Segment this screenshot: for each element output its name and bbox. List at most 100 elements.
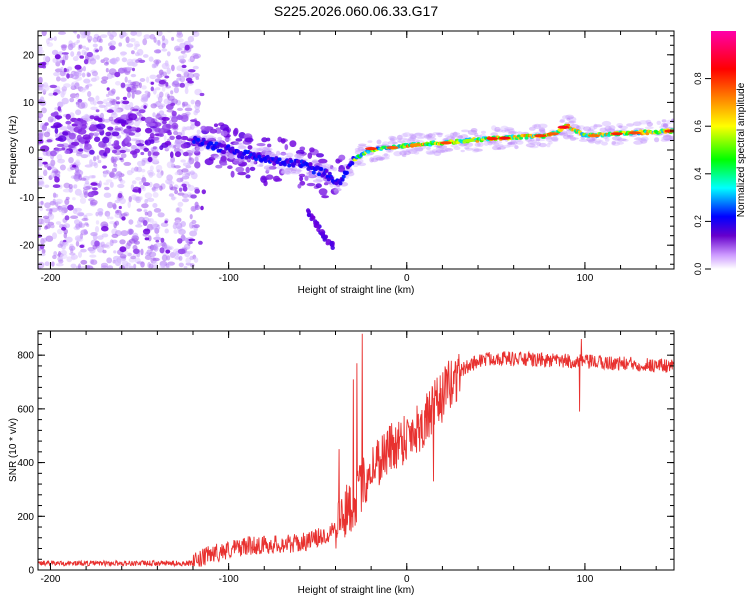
- spectral-blob: [79, 193, 85, 198]
- spectral-blob: [171, 36, 175, 41]
- spectral-blob: [147, 210, 153, 217]
- spectral-blob: [262, 146, 270, 152]
- spectral-blob: [136, 208, 142, 212]
- spectral-blob: [249, 160, 257, 165]
- spectral-blob: [444, 147, 454, 152]
- spectral-blob: [182, 151, 189, 157]
- spectral-blob: [104, 147, 111, 154]
- spectral-blob: [130, 73, 137, 78]
- spectral-blob: [140, 116, 146, 122]
- spectral-blob: [498, 136, 511, 140]
- spectral-blob: [142, 220, 148, 226]
- spectral-blob: [514, 145, 519, 149]
- spectral-blob: [187, 36, 195, 43]
- spectral-blob: [120, 213, 128, 217]
- spectral-blob: [170, 186, 178, 191]
- spectral-blob: [230, 170, 235, 178]
- y-tick-label: -20: [20, 241, 35, 252]
- spectral-blob: [125, 36, 130, 44]
- spectral-blob: [177, 225, 183, 232]
- spectral-blob: [329, 183, 334, 188]
- figure-title: S225.2026.060.06.33.G17: [274, 3, 438, 19]
- spectral-blob: [253, 160, 258, 165]
- spectral-blob: [578, 138, 589, 142]
- spectral-blob: [175, 207, 183, 214]
- spectral-blob: [558, 132, 569, 137]
- spectral-blob: [65, 196, 70, 201]
- spectral-blob: [67, 126, 76, 131]
- spectral-blob: [611, 140, 617, 145]
- snr-panel: -200 -100 0 100 0 200 400 600 800 Height of stra…: [8, 330, 675, 596]
- spectral-blob: [183, 126, 187, 130]
- spectral-blob: [160, 262, 166, 269]
- spectral-blob: [176, 38, 184, 43]
- spectral-blob: [151, 63, 157, 69]
- spectral-blob: [286, 166, 291, 172]
- spectral-blob: [49, 150, 57, 157]
- spectral-blob: [190, 172, 198, 180]
- spectral-blob: [471, 147, 480, 153]
- spectral-blob: [126, 262, 131, 267]
- spectral-blob: [111, 233, 119, 238]
- spectral-blob: [83, 59, 89, 65]
- spectral-blob: [142, 38, 148, 46]
- spectral-blob: [285, 170, 291, 175]
- spectral-blob: [114, 220, 120, 226]
- spectral-blob: [40, 252, 46, 257]
- spectral-blob: [175, 219, 181, 223]
- spectral-blob: [534, 134, 547, 138]
- spectral-blob: [587, 129, 595, 134]
- spectral-blob: [601, 120, 612, 127]
- spectral-blob: [86, 51, 94, 58]
- snr-frame: [37, 330, 675, 571]
- spectral-blob: [463, 142, 474, 148]
- spectral-blob: [187, 80, 194, 84]
- spectral-blob: [60, 67, 64, 71]
- spectral-blob: [155, 233, 160, 240]
- spectral-blob: [75, 240, 80, 247]
- spectral-blob: [217, 136, 223, 141]
- spectral-blob: [56, 143, 65, 148]
- spectral-blob: [134, 52, 140, 57]
- spectral-blob: [232, 129, 238, 137]
- spectral-blob: [120, 153, 127, 159]
- spectral-blob: [264, 147, 273, 152]
- spectral-blob: [393, 151, 402, 157]
- spectral-blob: [136, 111, 142, 116]
- spectral-blob: [632, 121, 642, 126]
- spectral-blob: [268, 166, 277, 170]
- spectral-blob: [38, 216, 42, 224]
- spectral-blob: [126, 66, 131, 72]
- spectral-blob: [508, 131, 518, 134]
- spectral-blob: [322, 164, 327, 169]
- spectral-blob: [66, 256, 73, 263]
- spectral-blob: [149, 139, 155, 144]
- spectral-blob: [402, 132, 411, 138]
- spectral-blob: [367, 140, 373, 143]
- spectral-blob: [136, 160, 145, 167]
- spectral-blob: [410, 147, 421, 150]
- spectral-blob: [147, 156, 153, 163]
- snr-axes: -200 -100 0 100 0 200 400 600 800: [17, 331, 674, 585]
- spectral-blob: [166, 161, 174, 169]
- spectral-blob: [161, 116, 170, 121]
- spectral-blob: [566, 134, 574, 138]
- spectral-blob: [105, 68, 109, 73]
- spectral-blob: [100, 262, 109, 268]
- spectral-blob: [78, 251, 82, 258]
- spectral-blob: [558, 132, 566, 135]
- spectral-blob: [155, 164, 163, 172]
- y-tick-label: -10: [20, 193, 35, 204]
- spectral-blob: [504, 129, 510, 133]
- spectral-blob: [161, 62, 170, 70]
- spectral-blob: [45, 235, 54, 242]
- spectral-blob: [427, 137, 437, 141]
- spectral-blob: [89, 199, 98, 206]
- spectral-blob: [40, 145, 50, 152]
- spectral-blob: [327, 171, 332, 176]
- spectral-blob: [378, 157, 384, 161]
- spectral-blob: [44, 184, 50, 188]
- spectral-blob: [162, 120, 167, 125]
- spectral-blob: [388, 135, 395, 140]
- spectral-blob: [52, 198, 56, 204]
